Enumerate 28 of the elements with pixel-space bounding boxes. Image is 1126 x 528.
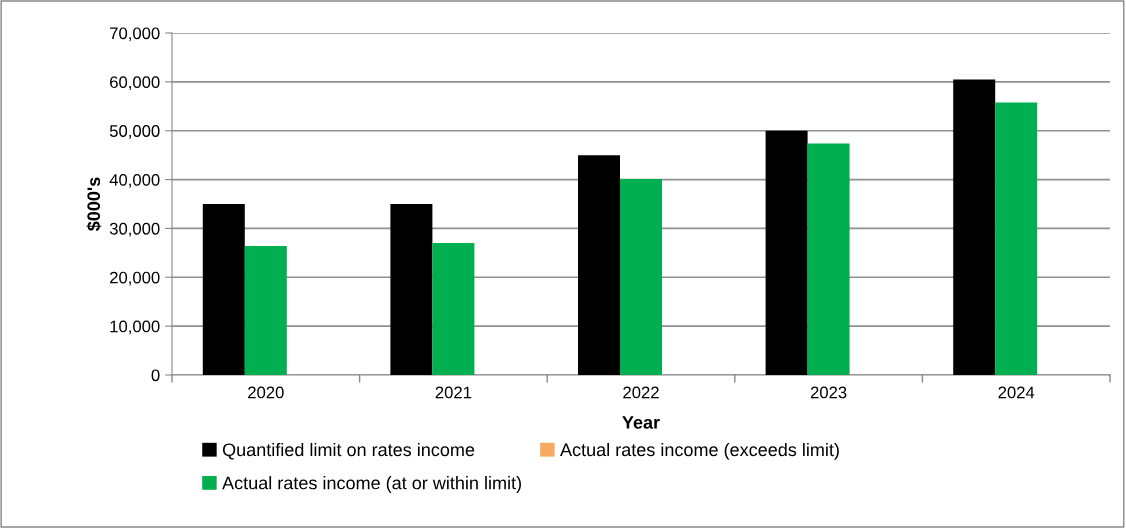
x-tick-label: 2023 [810, 386, 847, 399]
legend-label: Quantified limit on rates income [222, 442, 475, 460]
bar [807, 143, 850, 375]
bar [390, 204, 433, 375]
y-tick-label: 10,000 [110, 320, 160, 335]
x-axis-title: Year [622, 416, 660, 429]
x-tick-label: 2020 [248, 386, 284, 399]
x-tick-label: 2024 [998, 386, 1035, 399]
legend-label: Actual rates income (exceeds limit) [560, 442, 839, 460]
y-tick-label: 0 [151, 369, 160, 382]
bar [995, 102, 1038, 375]
bar [244, 246, 287, 375]
y-tick-label: 60,000 [110, 76, 160, 91]
bar [620, 179, 662, 375]
bar [202, 204, 245, 375]
y-axis-title: $000's [86, 177, 102, 232]
y-tick-label: 30,000 [109, 222, 160, 237]
x-tick-label: 2022 [623, 386, 659, 399]
bar [578, 155, 620, 375]
legend-label: Actual rates income (at or within limit) [222, 476, 521, 493]
bar [765, 130, 808, 375]
y-tick-label: 40,000 [109, 173, 160, 188]
y-tick-label: 70,000 [110, 27, 160, 42]
x-tick-label: 2021 [435, 386, 472, 399]
bar [953, 79, 996, 375]
y-tick-label: 20,000 [110, 271, 160, 286]
bar [432, 243, 475, 375]
y-tick-label: 50,000 [109, 125, 160, 139]
